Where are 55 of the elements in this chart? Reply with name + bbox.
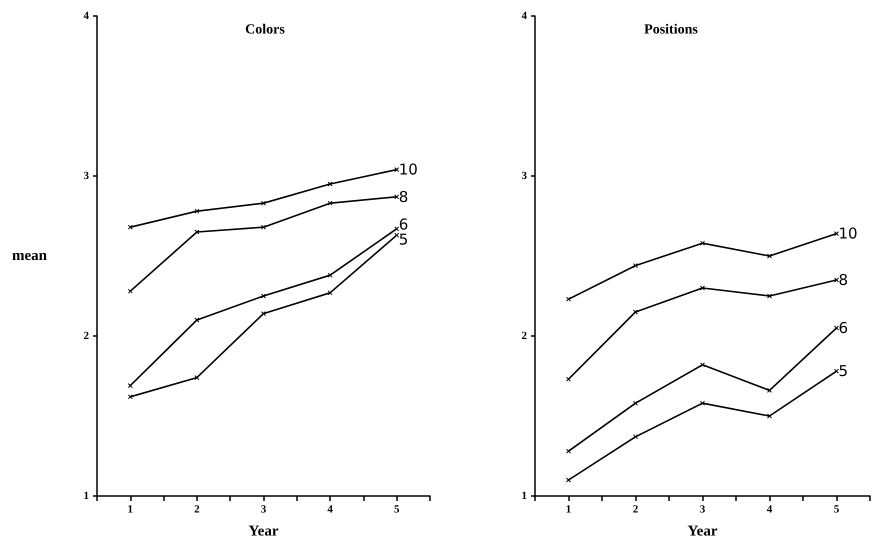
- series-label: 6: [838, 319, 848, 337]
- point: [767, 414, 772, 418]
- x-axis-title: Year: [688, 524, 718, 540]
- y-tick-label: 4: [84, 10, 90, 22]
- point: [633, 400, 638, 406]
- x-tick-label: 1: [566, 504, 572, 516]
- y-tick-label: 2: [84, 330, 90, 342]
- y-tick-label: 4: [522, 10, 528, 22]
- series-label: 8: [838, 271, 848, 289]
- point: [194, 375, 200, 380]
- point: [767, 388, 772, 393]
- x-tick-label: 4: [327, 504, 334, 516]
- point: [700, 240, 705, 246]
- point: [767, 254, 772, 258]
- point: [328, 182, 333, 186]
- point: [767, 294, 772, 298]
- x-tick-label: 2: [632, 504, 639, 516]
- point: [261, 224, 266, 230]
- series-label: 10: [398, 160, 418, 179]
- y-tick-label: 1: [84, 490, 89, 502]
- x-tick-label: 2: [194, 504, 200, 516]
- chart-title: Colors: [245, 22, 286, 38]
- y-tick-label: 1: [522, 490, 527, 502]
- point: [633, 434, 638, 440]
- series-label: 10: [838, 224, 858, 243]
- point: [633, 310, 638, 314]
- x-tick-label: 5: [394, 504, 400, 516]
- x-tick-label: 5: [834, 504, 840, 516]
- point: [700, 362, 705, 368]
- series-label: 8: [398, 188, 408, 206]
- point: [194, 230, 200, 234]
- series-label: 6: [398, 216, 408, 234]
- point: [261, 311, 266, 316]
- chart-title: Positions: [644, 22, 698, 38]
- series-label: 5: [398, 230, 408, 248]
- point: [700, 400, 705, 406]
- point: [194, 318, 200, 322]
- x-tick-label: 3: [260, 504, 267, 516]
- series-label: 5: [838, 362, 848, 380]
- point: [633, 263, 638, 268]
- y-tick-label: 3: [522, 170, 528, 182]
- point: [194, 208, 200, 214]
- point: [700, 286, 705, 290]
- x-tick-label: 1: [128, 504, 134, 516]
- x-tick-label: 3: [700, 504, 706, 516]
- point: [261, 294, 266, 298]
- y-tick-label: 3: [84, 170, 90, 182]
- y-tick-label: 2: [522, 330, 528, 342]
- point: [328, 272, 333, 278]
- point: [328, 200, 333, 206]
- point: [328, 290, 333, 296]
- x-tick-label: 4: [766, 504, 773, 516]
- x-axis-title: Year: [248, 524, 279, 540]
- y-axis-title: mean: [12, 248, 48, 264]
- point: [261, 200, 266, 206]
